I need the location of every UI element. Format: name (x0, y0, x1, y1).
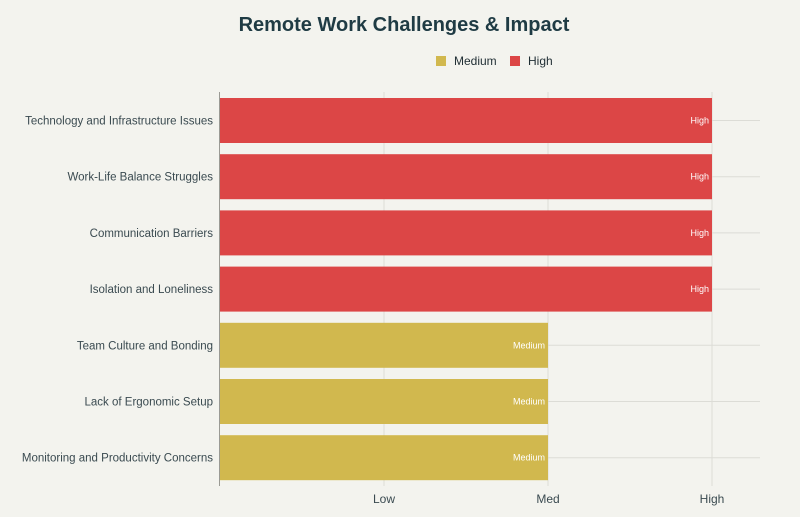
legend: Medium High (436, 54, 553, 68)
category-label: Communication Barriers (90, 228, 214, 240)
x-tick-label: High (700, 492, 725, 506)
category-label: Isolation and Loneliness (90, 284, 214, 296)
bar (220, 435, 548, 481)
category-label: Work-Life Balance Struggles (67, 172, 213, 184)
bar-value-label: High (690, 172, 709, 182)
category-label: Monitoring and Productivity Concerns (22, 453, 213, 465)
legend-label-medium: Medium (454, 54, 497, 68)
legend-swatch-medium (436, 56, 446, 66)
bar-value-label: Medium (513, 397, 545, 407)
bar-value-label: High (690, 228, 709, 238)
chart-title: Remote Work Challenges & Impact (239, 14, 570, 36)
x-tick-label: Low (373, 492, 395, 506)
bar (220, 322, 548, 368)
x-axis-ticks: Low Med High (373, 492, 724, 506)
category-label: Technology and Infrastructure Issues (25, 116, 213, 128)
bar (220, 98, 712, 143)
category-label: Lack of Ergonomic Setup (85, 397, 214, 409)
category-labels: Technology and Infrastructure Issues Work… (22, 116, 213, 465)
bar-value-label: High (690, 116, 709, 126)
bar-value-label: Medium (513, 340, 545, 350)
bar (220, 379, 548, 424)
category-label: Team Culture and Bonding (77, 340, 213, 352)
legend-swatch-high (510, 56, 520, 66)
bar (220, 154, 712, 200)
bar-value-label: Medium (513, 453, 545, 463)
bar (220, 266, 712, 312)
bars: High High High High Medium Medium Medium (220, 98, 712, 481)
bar-value-label: High (690, 284, 709, 294)
bar (220, 210, 712, 256)
legend-label-high: High (528, 54, 553, 68)
x-tick-label: Med (536, 492, 559, 506)
